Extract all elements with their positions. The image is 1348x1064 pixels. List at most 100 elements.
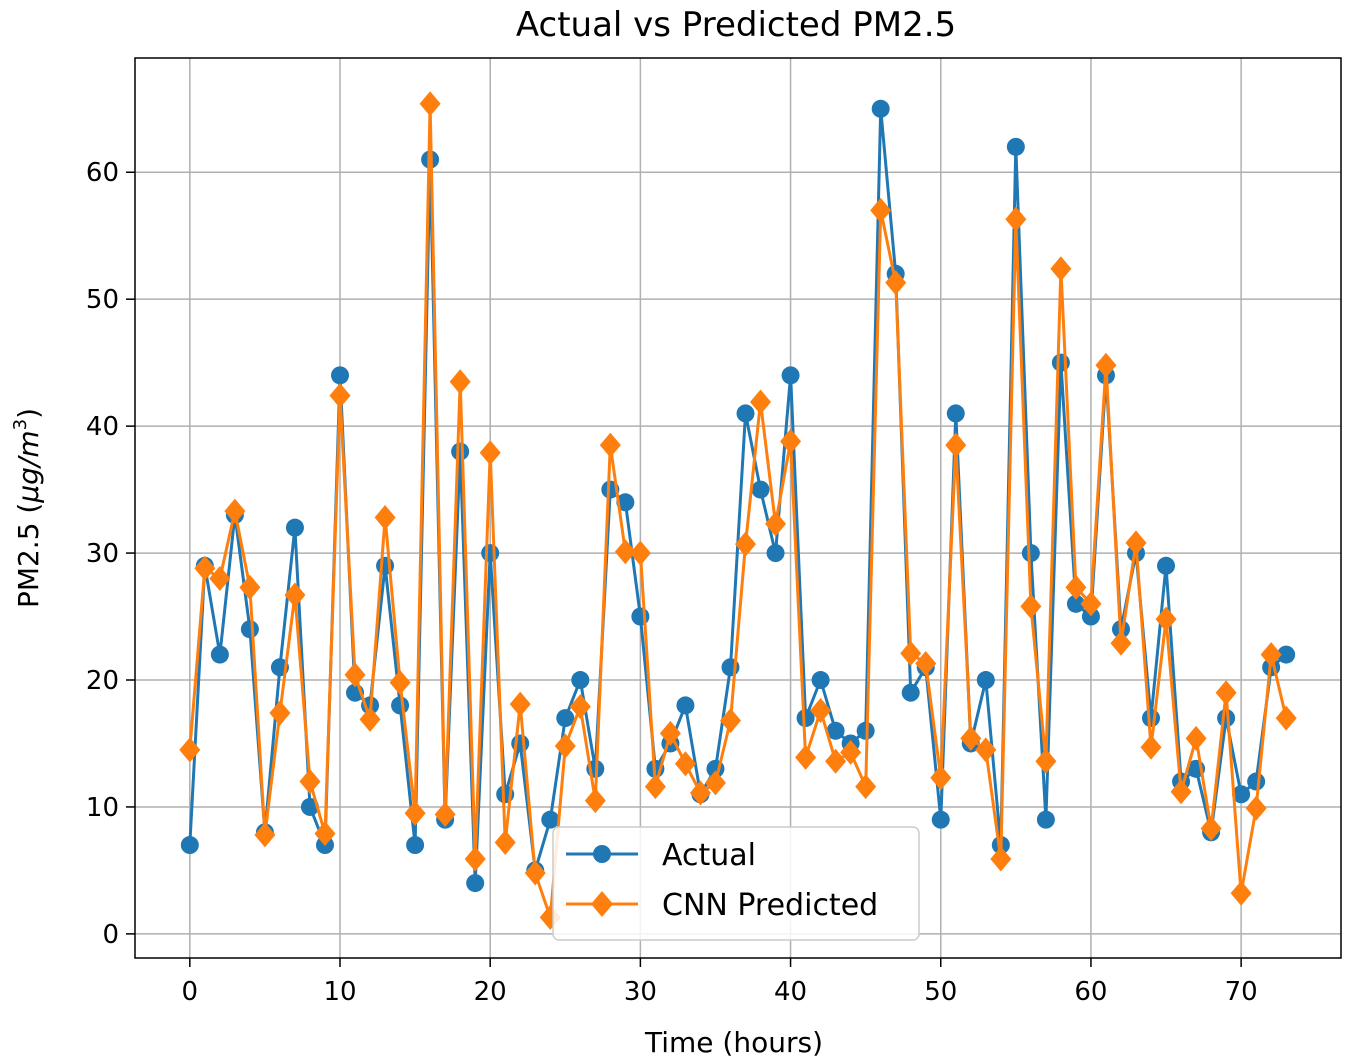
data-point-cnn-predicted [1275, 705, 1297, 731]
data-point-cnn-predicted [1125, 530, 1147, 556]
data-point-cnn-predicted [299, 769, 321, 795]
data-point-cnn-predicted [900, 640, 922, 666]
data-point-actual [285, 518, 304, 537]
data-point-cnn-predicted [1230, 880, 1252, 906]
data-point-cnn-predicted [1155, 606, 1177, 632]
data-point-cnn-predicted [765, 511, 787, 537]
data-point-cnn-predicted [1080, 591, 1102, 617]
data-point-cnn-predicted [614, 539, 636, 565]
data-point-cnn-predicted [584, 788, 606, 814]
data-point-actual [1232, 785, 1251, 804]
data-point-cnn-predicted [494, 829, 516, 855]
data-point-actual [210, 645, 229, 664]
plot-area [134, 57, 1342, 959]
data-point-cnn-predicted [644, 774, 666, 800]
data-point-cnn-predicted [449, 369, 471, 395]
data-point-cnn-predicted [840, 739, 862, 765]
data-point-cnn-predicted [209, 565, 231, 591]
data-point-cnn-predicted [750, 389, 772, 415]
data-point-actual [1081, 607, 1100, 626]
x-tick-label: 70 [1225, 977, 1258, 1007]
data-point-cnn-predicted [284, 582, 306, 608]
data-point-cnn-predicted [704, 770, 726, 796]
data-point-cnn-predicted [239, 574, 261, 600]
data-point-cnn-predicted [780, 428, 802, 454]
data-point-actual [871, 99, 890, 118]
data-point-actual [676, 696, 695, 715]
data-point-cnn-predicted [855, 774, 877, 800]
data-point-actual [901, 683, 920, 702]
data-point-actual [1051, 353, 1070, 372]
x-tick-label: 0 [182, 977, 199, 1007]
data-point-actual [616, 493, 635, 512]
data-point-cnn-predicted [1200, 816, 1222, 842]
series-line-cnn-predicted [188, 102, 1288, 919]
data-point-cnn-predicted [194, 555, 216, 581]
data-point-cnn-predicted [975, 737, 997, 763]
data-point-cnn-predicted [419, 91, 441, 117]
data-point-cnn-predicted [374, 505, 396, 531]
y-tick-label: 10 [86, 793, 119, 823]
data-point-cnn-predicted [1095, 352, 1117, 378]
data-point-actual [946, 404, 965, 423]
data-point-actual [1142, 709, 1161, 728]
data-point-actual [1277, 645, 1296, 664]
data-point-cnn-predicted [825, 748, 847, 774]
y-tick-label: 0 [102, 920, 119, 950]
data-point-cnn-predicted [870, 197, 892, 223]
data-point-cnn-predicted [810, 697, 832, 723]
data-point-cnn-predicted [569, 694, 591, 720]
y-tick-label: 20 [86, 666, 119, 696]
y-tick-label: 40 [86, 412, 119, 442]
data-point-actual [736, 404, 755, 423]
data-point-cnn-predicted [509, 691, 531, 717]
data-point-cnn-predicted [990, 846, 1012, 872]
data-point-cnn-predicted [1050, 256, 1072, 282]
data-point-cnn-predicted [1260, 642, 1282, 668]
legend: Actual CNN Predicted [552, 826, 920, 941]
data-point-cnn-predicted [524, 860, 546, 886]
data-point-cnn-predicted [960, 725, 982, 751]
legend-marker-predicted [591, 891, 613, 917]
data-point-cnn-predicted [915, 651, 937, 677]
data-point-cnn-predicted [554, 733, 576, 759]
data-point-cnn-predicted [404, 800, 426, 826]
data-point-actual [1247, 772, 1266, 791]
data-point-cnn-predicted [1065, 574, 1087, 600]
y-axis-label: PM2.5 (μg/m3) [10, 408, 45, 608]
data-point-actual [1157, 556, 1176, 575]
data-point-cnn-predicted [1140, 734, 1162, 760]
data-point-actual [751, 480, 770, 499]
data-point-cnn-predicted [1215, 680, 1237, 706]
legend-label-actual: Actual [662, 838, 756, 873]
data-point-actual [180, 836, 199, 855]
data-point-actual [796, 709, 815, 728]
data-point-cnn-predicted [945, 432, 967, 458]
data-point-actual [556, 709, 575, 728]
data-point-cnn-predicted [1170, 779, 1192, 805]
legend-box [552, 826, 920, 941]
data-point-cnn-predicted [254, 822, 276, 848]
data-point-actual [451, 442, 470, 461]
data-point-cnn-predicted [885, 270, 907, 296]
data-point-cnn-predicted [179, 737, 201, 763]
data-point-cnn-predicted [329, 383, 351, 409]
data-point-cnn-predicted [1035, 748, 1057, 774]
data-point-cnn-predicted [795, 744, 817, 770]
y-axis-label-prefix: PM2.5 ( [12, 503, 45, 608]
data-point-cnn-predicted [224, 498, 246, 524]
y-axis-label-exp: 3 [10, 419, 31, 430]
x-tick-label: 50 [924, 977, 957, 1007]
data-point-actual [1006, 137, 1025, 156]
axis-ticks: 0 10 20 30 40 50 60 70 0 10 20 30 40 50 60 [86, 158, 1258, 1007]
data-point-cnn-predicted [1020, 593, 1042, 619]
data-point-actual [931, 810, 950, 829]
data-point-cnn-predicted [629, 540, 651, 566]
x-axis-label: Time (hours) [644, 1026, 823, 1059]
series-line-actual [188, 107, 1288, 885]
data-point-cnn-predicted [674, 751, 696, 777]
data-point-cnn-predicted [659, 720, 681, 746]
data-point-cnn-predicted [269, 700, 291, 726]
data-point-actual [826, 721, 845, 740]
